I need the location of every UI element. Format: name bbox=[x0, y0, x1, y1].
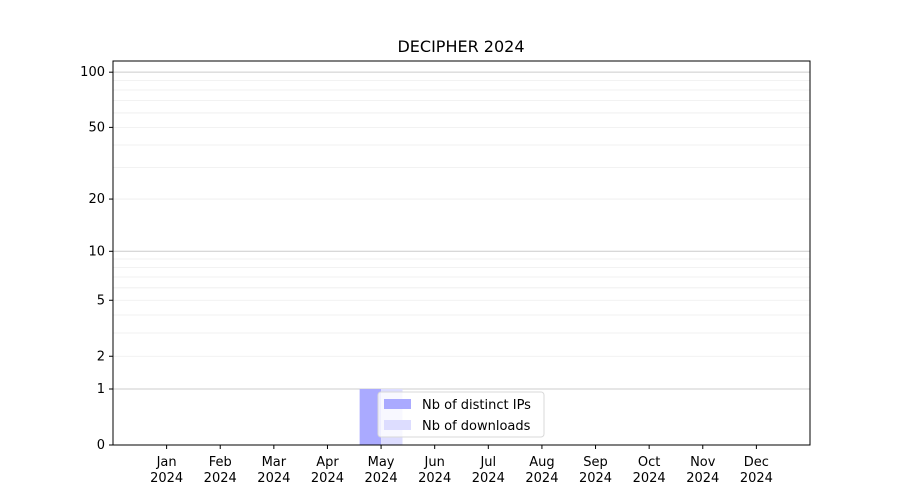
x-tick-label: Mar bbox=[262, 455, 287, 470]
y-tick-label: 10 bbox=[88, 244, 105, 259]
x-tick-label: 2024 bbox=[204, 471, 237, 486]
y-tick-label: 1 bbox=[97, 382, 105, 397]
legend-label: Nb of downloads bbox=[422, 419, 531, 434]
x-tick-label: Jul bbox=[479, 455, 496, 470]
x-tick-label: 2024 bbox=[365, 471, 398, 486]
x-tick-label: Aug bbox=[529, 455, 554, 470]
x-tick-label: Nov bbox=[690, 455, 716, 470]
bar-distinct-ips bbox=[359, 389, 382, 445]
x-tick-label: 2024 bbox=[150, 471, 183, 486]
y-tick-label: 0 bbox=[97, 438, 105, 453]
y-tick-label: 100 bbox=[80, 65, 105, 80]
y-tick-label: 20 bbox=[88, 192, 105, 207]
x-tick-label: Sep bbox=[583, 455, 608, 470]
legend-swatch bbox=[384, 399, 411, 409]
x-tick-label: Oct bbox=[638, 455, 660, 470]
legend-label: Nb of distinct IPs bbox=[422, 398, 531, 413]
x-tick-label: 2024 bbox=[257, 471, 290, 486]
x-tick-label: 2024 bbox=[686, 471, 719, 486]
x-tick-label: 2024 bbox=[311, 471, 344, 486]
x-tick-label: 2024 bbox=[525, 471, 558, 486]
x-tick-label: May bbox=[368, 455, 395, 470]
x-tick-label: 2024 bbox=[418, 471, 451, 486]
y-tick-label: 50 bbox=[88, 120, 105, 135]
x-tick-label: Dec bbox=[744, 455, 769, 470]
x-tick-label: Jun bbox=[424, 455, 445, 470]
x-tick-label: 2024 bbox=[579, 471, 612, 486]
chart-title: DECIPHER 2024 bbox=[397, 37, 524, 56]
x-tick-label: Jan bbox=[156, 455, 177, 470]
legend-swatch bbox=[384, 420, 411, 430]
x-tick-label: Feb bbox=[209, 455, 232, 470]
x-tick-label: 2024 bbox=[633, 471, 666, 486]
plot-frame bbox=[112, 60, 811, 446]
x-tick-label: Apr bbox=[316, 455, 339, 470]
x-tick-label: 2024 bbox=[740, 471, 773, 486]
x-tick-label: 2024 bbox=[472, 471, 505, 486]
y-tick-label: 2 bbox=[97, 349, 105, 364]
legend-box bbox=[377, 391, 545, 438]
y-tick-label: 5 bbox=[97, 293, 105, 308]
